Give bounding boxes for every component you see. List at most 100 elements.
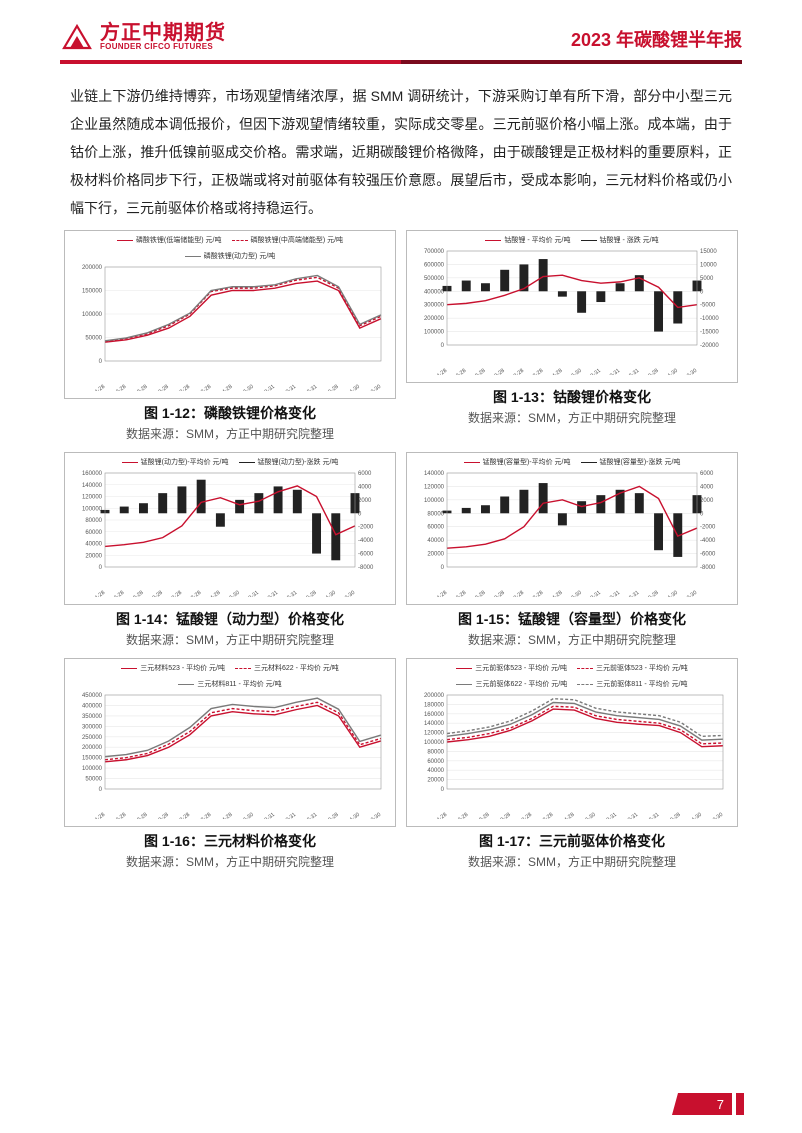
svg-text:-6000: -6000 [358, 552, 374, 558]
svg-text:120000: 120000 [424, 484, 445, 490]
svg-text:2022-02-28: 2022-02-28 [529, 812, 555, 819]
svg-text:140000: 140000 [82, 483, 103, 489]
svg-text:-10000: -10000 [700, 316, 719, 322]
svg-text:20000: 20000 [427, 552, 444, 558]
chart-16-title: 图 1-16：三元材料价格变化 [64, 831, 396, 851]
svg-text:-5000: -5000 [700, 303, 716, 309]
svg-text:500000: 500000 [424, 276, 445, 282]
svg-text:2022-04-28: 2022-04-28 [208, 384, 234, 391]
svg-text:350000: 350000 [82, 714, 103, 720]
svg-text:-20000: -20000 [700, 343, 719, 349]
svg-text:-8000: -8000 [358, 565, 374, 571]
svg-text:15000: 15000 [700, 249, 717, 255]
svg-text:2023-02-28: 2023-02-28 [314, 812, 340, 819]
svg-text:2022-04-28: 2022-04-28 [208, 812, 234, 819]
svg-text:100000: 100000 [82, 766, 103, 772]
svg-text:250000: 250000 [82, 735, 103, 741]
svg-text:2021-04-28: 2021-04-28 [422, 590, 448, 597]
page-footer: 7 [672, 1093, 744, 1115]
svg-text:2021-10-28: 2021-10-28 [144, 384, 170, 391]
svg-text:50000: 50000 [85, 777, 102, 783]
svg-text:0: 0 [99, 787, 103, 793]
svg-text:4000: 4000 [358, 484, 372, 490]
logo-text-en: FOUNDER CIFCO FUTURES [100, 43, 226, 51]
svg-text:-6000: -6000 [700, 552, 716, 558]
svg-text:80000: 80000 [427, 511, 444, 517]
svg-text:2021-12-28: 2021-12-28 [165, 384, 191, 391]
svg-text:0: 0 [441, 565, 445, 571]
svg-text:0: 0 [99, 565, 103, 571]
svg-text:2022-12-31: 2022-12-31 [293, 812, 319, 819]
svg-text:2021-08-28: 2021-08-28 [465, 812, 491, 819]
chart-12-source: 数据来源：SMM，方正中期研究院整理 [64, 425, 396, 442]
svg-text:140000: 140000 [424, 721, 445, 727]
svg-text:600000: 600000 [424, 262, 445, 268]
svg-text:2021-10-28: 2021-10-28 [144, 812, 170, 819]
svg-text:160000: 160000 [82, 471, 103, 477]
svg-text:2022-12-31: 2022-12-31 [293, 384, 319, 391]
svg-text:400000: 400000 [424, 289, 445, 295]
svg-text:2021-12-28: 2021-12-28 [165, 812, 191, 819]
svg-text:-4000: -4000 [358, 538, 374, 544]
svg-text:2021-04-28: 2021-04-28 [80, 590, 106, 597]
svg-text:2022-08-31: 2022-08-31 [250, 384, 276, 391]
chart-12-title: 图 1-12：磷酸铁锂价格变化 [64, 403, 396, 423]
chart-17-title: 图 1-17：三元前驱体价格变化 [406, 831, 738, 851]
svg-text:2021-10-28: 2021-10-28 [486, 812, 512, 819]
svg-text:0: 0 [441, 787, 445, 793]
svg-text:100000: 100000 [82, 506, 103, 512]
chart-grid: 磷酸铁锂(低端储能型) 元/吨磷酸铁锂(中高端储能型) 元/吨磷酸铁锂(动力型)… [0, 230, 802, 876]
svg-text:10000: 10000 [700, 262, 717, 268]
svg-text:2023-04-30: 2023-04-30 [335, 812, 361, 819]
svg-text:0: 0 [441, 343, 445, 349]
chart-14-title: 图 1-14：锰酸锂（动力型）价格变化 [64, 609, 396, 629]
svg-text:2021-08-28: 2021-08-28 [123, 812, 149, 819]
svg-text:2022-08-31: 2022-08-31 [592, 812, 618, 819]
svg-text:-2000: -2000 [700, 525, 716, 531]
svg-text:300000: 300000 [424, 303, 445, 309]
svg-text:-8000: -8000 [700, 565, 716, 571]
svg-text:40000: 40000 [427, 538, 444, 544]
svg-text:2022-08-31: 2022-08-31 [250, 812, 276, 819]
svg-text:200000: 200000 [424, 693, 445, 699]
svg-text:2022-06-30: 2022-06-30 [229, 812, 255, 819]
svg-text:120000: 120000 [82, 495, 103, 501]
svg-text:4000: 4000 [700, 484, 714, 490]
svg-text:2021-06-28: 2021-06-28 [102, 812, 128, 819]
svg-text:6000: 6000 [700, 471, 714, 477]
report-title: 2023 年碳酸锂半年报 [571, 26, 742, 52]
svg-text:2021-12-28: 2021-12-28 [507, 812, 533, 819]
svg-text:60000: 60000 [427, 525, 444, 531]
logo-icon [60, 22, 94, 52]
svg-text:20000: 20000 [85, 553, 102, 559]
svg-text:700000: 700000 [424, 249, 445, 255]
svg-text:2021-04-28: 2021-04-28 [422, 812, 448, 819]
svg-text:2023-04-30: 2023-04-30 [335, 384, 361, 391]
chart-16: 三元材料523 - 平均价 元/吨三元材料622 - 平均价 元/吨三元材料81… [64, 658, 396, 876]
chart-13-source: 数据来源：SMM，方正中期研究院整理 [406, 409, 738, 426]
svg-text:50000: 50000 [85, 336, 102, 342]
svg-text:2021-08-28: 2021-08-28 [123, 384, 149, 391]
svg-text:2022-10-31: 2022-10-31 [613, 812, 639, 819]
svg-text:2022-12-31: 2022-12-31 [635, 812, 661, 819]
chart-12: 磷酸铁锂(低端储能型) 元/吨磷酸铁锂(中高端储能型) 元/吨磷酸铁锂(动力型)… [64, 230, 396, 448]
svg-text:-4000: -4000 [700, 538, 716, 544]
svg-text:60000: 60000 [85, 530, 102, 536]
svg-text:2023-06-30: 2023-06-30 [698, 812, 724, 819]
chart-15-source: 数据来源：SMM，方正中期研究院整理 [406, 631, 738, 648]
chart-15-title: 图 1-15：锰酸锂（容量型）价格变化 [406, 609, 738, 629]
chart-14: 锰酸锂(动力型)-平均价 元/吨锰酸锂(动力型)-涨跌 元/吨020000400… [64, 452, 396, 654]
svg-text:200000: 200000 [424, 316, 445, 322]
svg-text:2022-06-30: 2022-06-30 [571, 812, 597, 819]
svg-text:200000: 200000 [82, 265, 103, 271]
paragraph: 业链上下游仍维持博弈，市场观望情绪浓厚，据 SMM 调研统计，下游采购订单有所下… [0, 64, 802, 230]
svg-text:2021-04-28: 2021-04-28 [80, 812, 106, 819]
svg-text:2021-06-28: 2021-06-28 [444, 812, 470, 819]
svg-text:5000: 5000 [700, 276, 714, 282]
chart-17: 三元前驱体523 - 平均价 元/吨三元前驱体523 - 平均价 元/吨三元前驱… [406, 658, 738, 876]
svg-text:2022-02-28: 2022-02-28 [187, 384, 213, 391]
svg-text:100000: 100000 [424, 330, 445, 336]
svg-text:180000: 180000 [424, 702, 445, 708]
chart-15: 锰酸锂(容量型)-平均价 元/吨锰酸锂(容量型)-涨跌 元/吨020000400… [406, 452, 738, 654]
svg-text:60000: 60000 [427, 759, 444, 765]
